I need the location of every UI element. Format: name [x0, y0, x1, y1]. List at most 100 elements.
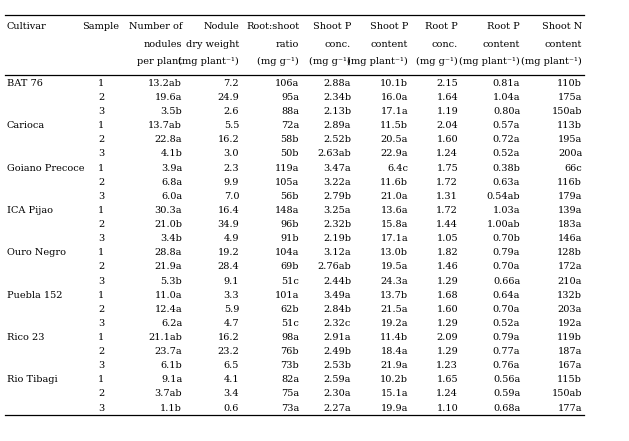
Text: 0.72a: 0.72a: [493, 135, 520, 144]
Text: 23.2: 23.2: [217, 347, 239, 356]
Text: 0.6: 0.6: [224, 404, 239, 412]
Text: ICA Pijao: ICA Pijao: [7, 206, 53, 215]
Text: 3: 3: [98, 234, 104, 243]
Text: 1.29: 1.29: [437, 347, 458, 356]
Text: nodules: nodules: [143, 40, 182, 49]
Text: 11.6b: 11.6b: [380, 178, 408, 187]
Text: 13.6a: 13.6a: [381, 206, 408, 215]
Text: 4.7: 4.7: [223, 319, 239, 328]
Text: 0.56a: 0.56a: [493, 375, 520, 384]
Text: 105a: 105a: [275, 178, 299, 187]
Text: Rio Tibagi: Rio Tibagi: [7, 375, 57, 384]
Text: 0.57a: 0.57a: [493, 121, 520, 130]
Text: 91b: 91b: [281, 234, 299, 243]
Text: 2.63ab: 2.63ab: [318, 149, 351, 158]
Text: 1.03a: 1.03a: [493, 206, 520, 215]
Text: 1.29: 1.29: [437, 277, 458, 285]
Text: 2.52b: 2.52b: [323, 135, 351, 144]
Text: 19.9a: 19.9a: [381, 404, 408, 412]
Text: Sample: Sample: [82, 22, 120, 31]
Text: 2.09: 2.09: [437, 333, 458, 342]
Text: 0.52a: 0.52a: [493, 319, 520, 328]
Text: 72a: 72a: [281, 121, 299, 130]
Text: 50b: 50b: [281, 149, 299, 158]
Text: 0.79a: 0.79a: [493, 248, 520, 257]
Text: 116b: 116b: [557, 178, 582, 187]
Text: Root P: Root P: [425, 22, 458, 31]
Text: 2.27a: 2.27a: [323, 404, 351, 412]
Text: 19.2a: 19.2a: [381, 319, 408, 328]
Text: 6.1b: 6.1b: [160, 361, 182, 370]
Text: 13.2ab: 13.2ab: [148, 79, 182, 88]
Text: 21.1ab: 21.1ab: [148, 333, 182, 342]
Text: 119b: 119b: [557, 333, 582, 342]
Text: 3.25a: 3.25a: [324, 206, 351, 215]
Text: 19.5a: 19.5a: [381, 262, 408, 271]
Text: (mg g⁻¹): (mg g⁻¹): [416, 57, 458, 67]
Text: 10.1b: 10.1b: [380, 79, 408, 88]
Text: 203a: 203a: [558, 305, 582, 314]
Text: 187a: 187a: [558, 347, 582, 356]
Text: Number of: Number of: [129, 22, 182, 31]
Text: 5.5: 5.5: [224, 121, 239, 130]
Text: 195a: 195a: [558, 135, 582, 144]
Text: 2.49b: 2.49b: [323, 347, 351, 356]
Text: 15.8a: 15.8a: [381, 220, 408, 229]
Text: 3: 3: [98, 277, 104, 285]
Text: 2.91a: 2.91a: [324, 333, 351, 342]
Text: 1.23: 1.23: [437, 361, 458, 370]
Text: 1: 1: [98, 121, 104, 130]
Text: 3: 3: [98, 149, 104, 158]
Text: 17.1a: 17.1a: [381, 234, 408, 243]
Text: 17.1a: 17.1a: [381, 107, 408, 116]
Text: 75a: 75a: [281, 389, 299, 398]
Text: 113b: 113b: [557, 121, 582, 130]
Text: Puebla 152: Puebla 152: [7, 291, 62, 299]
Text: 34.9: 34.9: [218, 220, 239, 229]
Text: content: content: [545, 40, 582, 49]
Text: Rico 23: Rico 23: [7, 333, 45, 342]
Text: 104a: 104a: [275, 248, 299, 257]
Text: 0.77a: 0.77a: [493, 347, 520, 356]
Text: 2.3: 2.3: [223, 164, 239, 172]
Text: 175a: 175a: [558, 93, 582, 102]
Text: 1.64: 1.64: [437, 93, 458, 102]
Text: 6.0a: 6.0a: [161, 192, 182, 201]
Text: 150ab: 150ab: [552, 389, 582, 398]
Text: 0.52a: 0.52a: [493, 149, 520, 158]
Text: 0.76a: 0.76a: [493, 361, 520, 370]
Text: 0.64a: 0.64a: [493, 291, 520, 299]
Text: 21.0a: 21.0a: [381, 192, 408, 201]
Text: 1: 1: [98, 206, 104, 215]
Text: 0.80a: 0.80a: [493, 107, 520, 116]
Text: 3: 3: [98, 107, 104, 116]
Text: 2: 2: [98, 135, 104, 144]
Text: 183a: 183a: [558, 220, 582, 229]
Text: 0.68a: 0.68a: [493, 404, 520, 412]
Text: 18.4a: 18.4a: [381, 347, 408, 356]
Text: 2: 2: [98, 305, 104, 314]
Text: 2.34b: 2.34b: [323, 93, 351, 102]
Text: 200a: 200a: [558, 149, 582, 158]
Text: 88a: 88a: [281, 107, 299, 116]
Text: 2.89a: 2.89a: [324, 121, 351, 130]
Text: 0.70a: 0.70a: [493, 262, 520, 271]
Text: 76b: 76b: [281, 347, 299, 356]
Text: BAT 76: BAT 76: [7, 79, 43, 88]
Text: 3: 3: [98, 192, 104, 201]
Text: 210a: 210a: [558, 277, 582, 285]
Text: 0.59a: 0.59a: [493, 389, 520, 398]
Text: 1.1b: 1.1b: [160, 404, 182, 412]
Text: 3: 3: [98, 319, 104, 328]
Text: 2.15: 2.15: [437, 79, 458, 88]
Text: 15.1a: 15.1a: [381, 389, 408, 398]
Text: 2.59a: 2.59a: [324, 375, 351, 384]
Text: 128b: 128b: [557, 248, 582, 257]
Text: 146a: 146a: [558, 234, 582, 243]
Text: 1.60: 1.60: [437, 135, 458, 144]
Text: 3.22a: 3.22a: [323, 178, 351, 187]
Text: 2.79b: 2.79b: [323, 192, 351, 201]
Text: 1: 1: [98, 164, 104, 172]
Text: 3: 3: [98, 361, 104, 370]
Text: 3.5b: 3.5b: [160, 107, 182, 116]
